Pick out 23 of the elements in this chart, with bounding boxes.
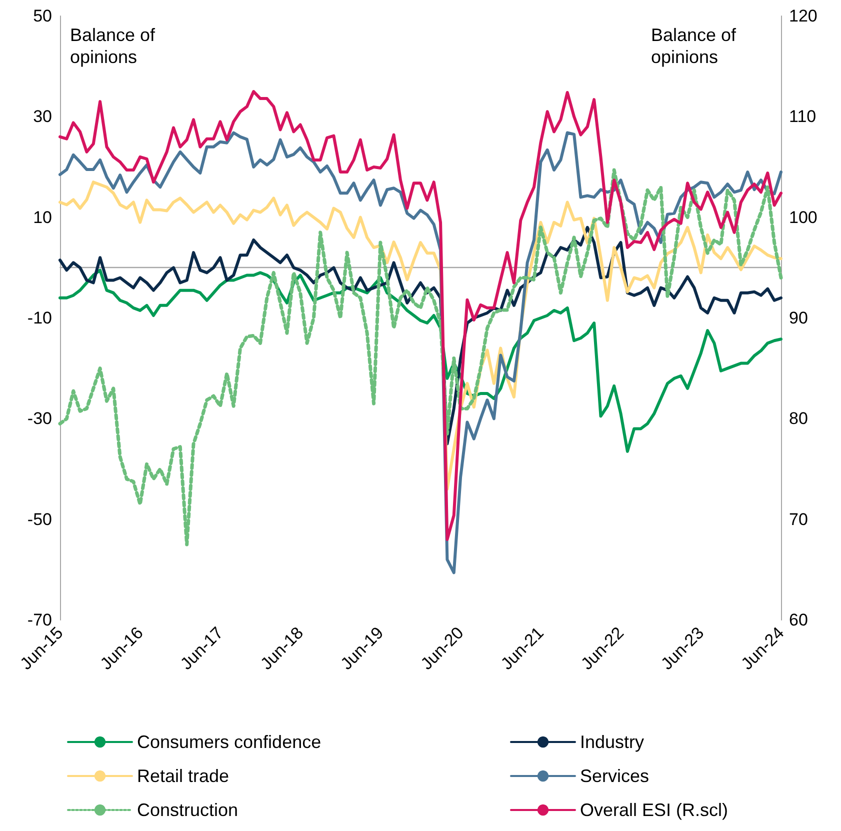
- y2-tick-label: 80: [789, 409, 808, 428]
- legend-label: Overall ESI (R.scl): [580, 800, 728, 820]
- y-axis-title: Balance of opinions: [70, 25, 160, 67]
- y-tick-label: -30: [27, 409, 52, 428]
- y2-tick-label: 100: [789, 208, 818, 227]
- y2-tick-label: 60: [789, 610, 808, 630]
- legend-label: Retail trade: [137, 766, 230, 786]
- legend-label: Industry: [580, 732, 644, 752]
- legend-label: Consumers confidence: [137, 732, 322, 752]
- y-tick-label: -50: [27, 510, 52, 529]
- y-tick-label: 10: [33, 208, 52, 227]
- y2-tick-label: 90: [789, 308, 808, 328]
- y-tick-label: 30: [33, 107, 52, 126]
- line-series: [58, 90, 782, 541]
- y2-axis-title: Balance of opinions: [651, 25, 742, 67]
- y2-tick-label: 110: [789, 107, 816, 126]
- y2-tick-label: 120: [789, 6, 818, 26]
- y-tick-label: 50: [33, 6, 52, 26]
- y-tick-label: -10: [27, 308, 52, 328]
- y2-tick-label: 70: [789, 510, 808, 529]
- legend-label: Construction: [137, 800, 238, 820]
- y-tick-label: -70: [27, 610, 52, 630]
- legend-label: Services: [580, 766, 650, 786]
